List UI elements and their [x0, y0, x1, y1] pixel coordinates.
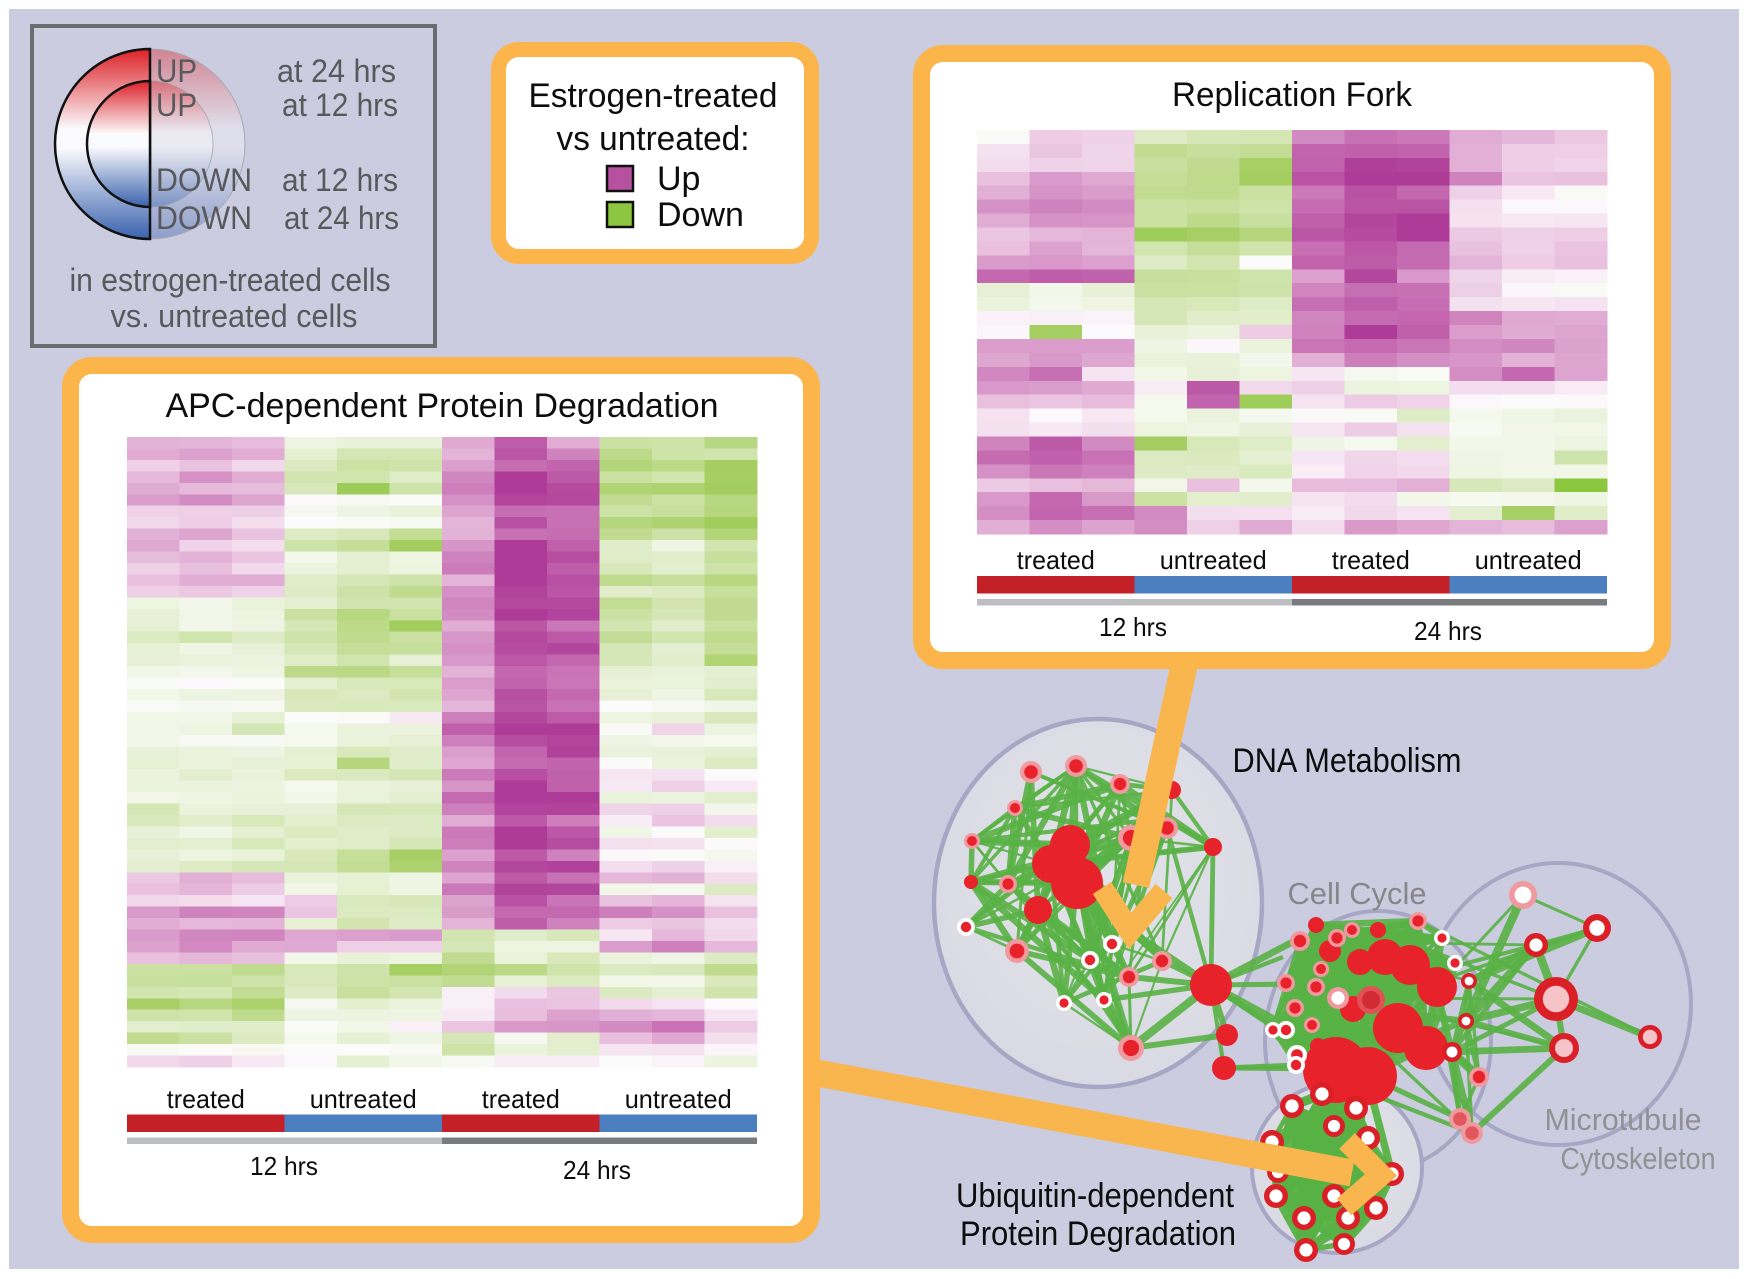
svg-text:Protein Degradation: Protein Degradation — [960, 1215, 1236, 1253]
svg-text:Up: Up — [657, 160, 700, 198]
svg-text:24 hrs: 24 hrs — [1414, 616, 1482, 646]
svg-text:Microtubule: Microtubule — [1545, 1102, 1702, 1137]
svg-text:treated: treated — [1332, 545, 1410, 575]
svg-text:DOWN: DOWN — [156, 200, 252, 236]
svg-text:Estrogen-treated: Estrogen-treated — [529, 77, 778, 115]
svg-text:Cell Cycle: Cell Cycle — [1288, 876, 1427, 911]
svg-text:at 24 hrs: at 24 hrs — [277, 53, 396, 89]
svg-text:at 12 hrs: at 12 hrs — [282, 87, 398, 123]
svg-text:at 12 hrs: at 12 hrs — [282, 162, 398, 198]
svg-text:Ubiquitin-dependent: Ubiquitin-dependent — [956, 1177, 1235, 1215]
svg-text:treated: treated — [482, 1084, 560, 1114]
svg-text:Replication Fork: Replication Fork — [1172, 76, 1413, 114]
svg-text:vs untreated:: vs untreated: — [557, 120, 750, 158]
svg-text:DOWN: DOWN — [156, 162, 252, 198]
svg-text:untreated: untreated — [1475, 545, 1582, 575]
svg-text:24 hrs: 24 hrs — [563, 1155, 631, 1185]
svg-text:treated: treated — [167, 1084, 245, 1114]
svg-text:12 hrs: 12 hrs — [1099, 612, 1167, 642]
svg-text:untreated: untreated — [1160, 545, 1267, 575]
svg-text:in estrogen-treated cells: in estrogen-treated cells — [70, 262, 391, 298]
svg-text:treated: treated — [1017, 545, 1095, 575]
svg-text:APC-dependent Protein Degradat: APC-dependent Protein Degradation — [166, 387, 719, 425]
svg-text:untreated: untreated — [625, 1084, 732, 1114]
svg-text:untreated: untreated — [310, 1084, 417, 1114]
svg-text:at 24 hrs: at 24 hrs — [284, 200, 399, 236]
svg-text:vs. untreated cells: vs. untreated cells — [111, 298, 358, 334]
svg-text:12 hrs: 12 hrs — [250, 1151, 318, 1181]
svg-text:UP: UP — [156, 87, 197, 123]
svg-text:UP: UP — [156, 53, 197, 89]
svg-text:DNA Metabolism: DNA Metabolism — [1233, 742, 1462, 780]
svg-text:Down: Down — [657, 196, 744, 234]
svg-text:Cytoskeleton: Cytoskeleton — [1561, 1141, 1716, 1176]
